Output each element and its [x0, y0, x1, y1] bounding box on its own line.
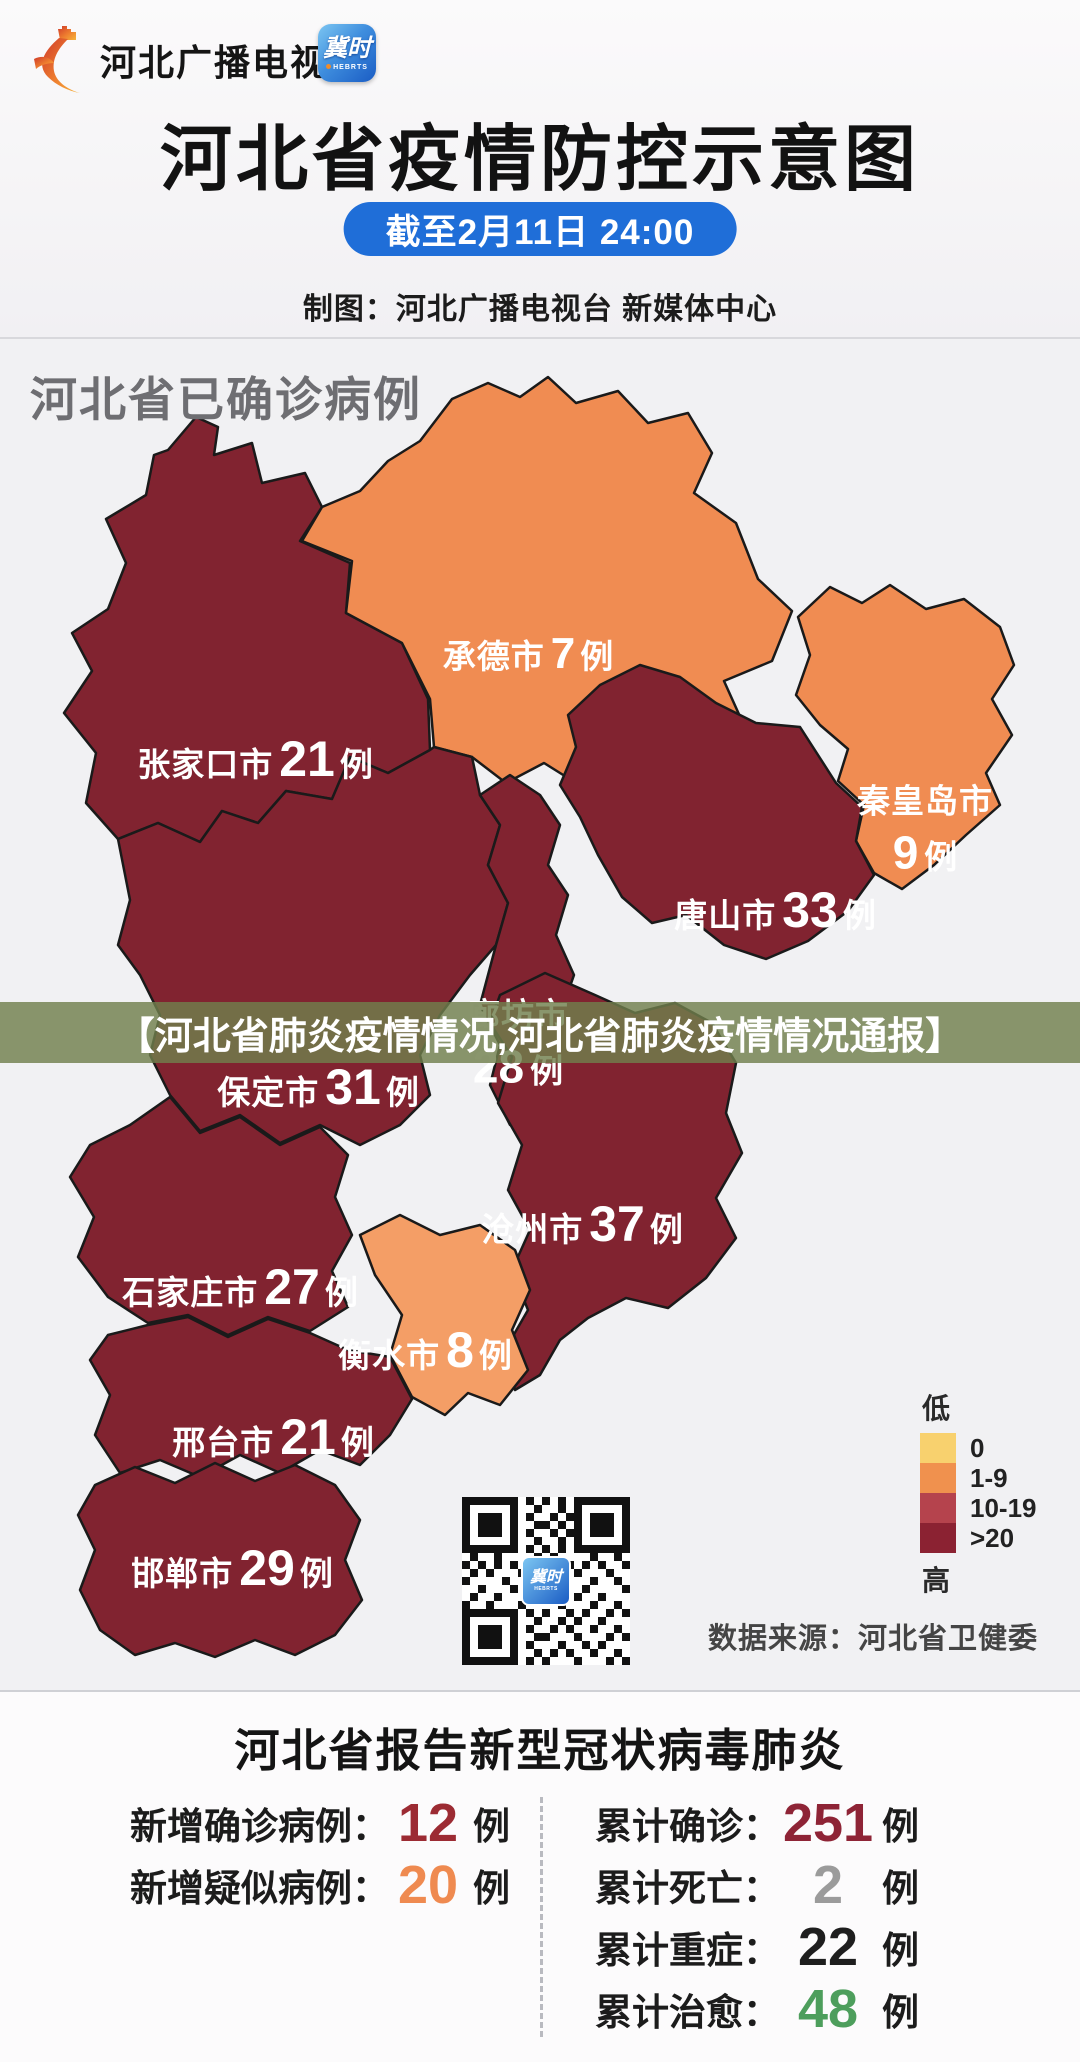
region-label-hengshui: 衡水市 8 例 [338, 1322, 512, 1378]
legend-swatch-1-9 [920, 1463, 956, 1493]
legend-item: >20 [920, 1523, 1037, 1553]
brand-row: 河北广播电视台 [28, 18, 366, 102]
region-label-baoding: 保定市 31 例 [217, 1059, 419, 1115]
region-shijiazhuang [68, 1095, 354, 1337]
map-panel: 河北省已确诊病例 张家口市 21 例 [0, 339, 1080, 1690]
jishi-app-logo-icon: 冀时 HEBRTS [318, 24, 376, 82]
legend-item: 0 [920, 1433, 1037, 1463]
great-wall-logo-icon [34, 26, 80, 93]
region-label-cangzhou: 沧州市 37 例 [481, 1196, 683, 1252]
region-label-handan: 邯郸市 29 例 [131, 1540, 333, 1596]
region-qinhuangdao [794, 583, 1016, 891]
legend-low-caption: 低 [922, 1393, 951, 1424]
region-label-xingtai: 邢台市 21 例 [172, 1409, 374, 1465]
watermark-text: 【河北省肺炎疫情情况,河北省肺炎疫情情况通报】 [116, 1016, 964, 1058]
region-label-chengde: 承德市 7 例 [442, 629, 614, 678]
region-tangshan [558, 663, 876, 961]
stat-row-total-cured: 累计治愈： 48 例 [595, 1979, 919, 2039]
map-title: 河北省已确诊病例 [30, 373, 422, 426]
stats-section: 河北省报告新型冠状病毒肺炎 新增确诊病例： 12 例 新增疑似病例： 20 例 累计确诊… [0, 1690, 1080, 2062]
app-icon-subtext: HEBRTS [326, 64, 368, 71]
dashed-divider [540, 1797, 543, 2037]
stat-row-total-confirmed: 累计确诊： 251 例 [595, 1793, 919, 1853]
stat-row-total-severe: 累计重症： 22 例 [595, 1917, 919, 1977]
legend-item: 10-19 [920, 1493, 1037, 1523]
map-legend: 低 0 1-9 10-19 >20 高 [920, 1387, 1037, 1599]
qr-center-logo: 冀时 HEBRTS [521, 1556, 571, 1606]
app-icon-chars: 冀时 [323, 34, 371, 62]
page-title: 河北省疫情防控示意图 [159, 120, 920, 200]
qr-code-pattern [462, 1497, 630, 1665]
stat-row-new-confirmed: 新增确诊病例： 12 例 [130, 1793, 510, 1853]
qr-code: 冀时 HEBRTS [462, 1497, 630, 1665]
stats-right-column: 累计确诊： 251 例 累计死亡： 2 例 累计重症： 22 例 累计治愈： 48 例 [595, 1792, 919, 2040]
credit-line: 制图：河北广播电视台 新媒体中心 [302, 293, 778, 326]
as-of-date-badge: 截至2月11日 24:00 [343, 202, 737, 256]
region-handan [76, 1461, 364, 1659]
data-source: 数据来源：河北省卫健委 [707, 1623, 1038, 1655]
region-label-shijiazhuang: 石家庄市 27 例 [122, 1259, 358, 1315]
hebei-choropleth-map [62, 375, 1016, 1659]
region-xingtai [88, 1315, 414, 1479]
stats-left-column: 新增确诊病例： 12 例 新增疑似病例： 20 例 [130, 1792, 510, 1916]
legend-swatch-gt20 [920, 1523, 956, 1553]
watermark-band: 【河北省肺炎疫情情况,河北省肺炎疫情情况通报】 [0, 1002, 1080, 1063]
legend-swatch-10-19 [920, 1493, 956, 1523]
region-hengshui [358, 1213, 532, 1417]
legend-swatch-0 [920, 1433, 956, 1463]
stat-row-new-suspected: 新增疑似病例： 20 例 [130, 1855, 510, 1915]
region-label-zhangjiakou: 张家口市 21 例 [137, 731, 373, 787]
stat-row-total-deaths: 累计死亡： 2 例 [595, 1855, 919, 1915]
legend-item: 1-9 [920, 1463, 1037, 1493]
stats-title: 河北省报告新型冠状病毒肺炎 [234, 1725, 846, 1776]
region-label-tangshan: 唐山市 33 例 [674, 882, 876, 938]
header: 河北广播电视台 冀时 HEBRTS 河北省疫情防控示意图 截至2月11日 24:… [0, 0, 1080, 339]
legend-high-caption: 高 [922, 1565, 951, 1596]
